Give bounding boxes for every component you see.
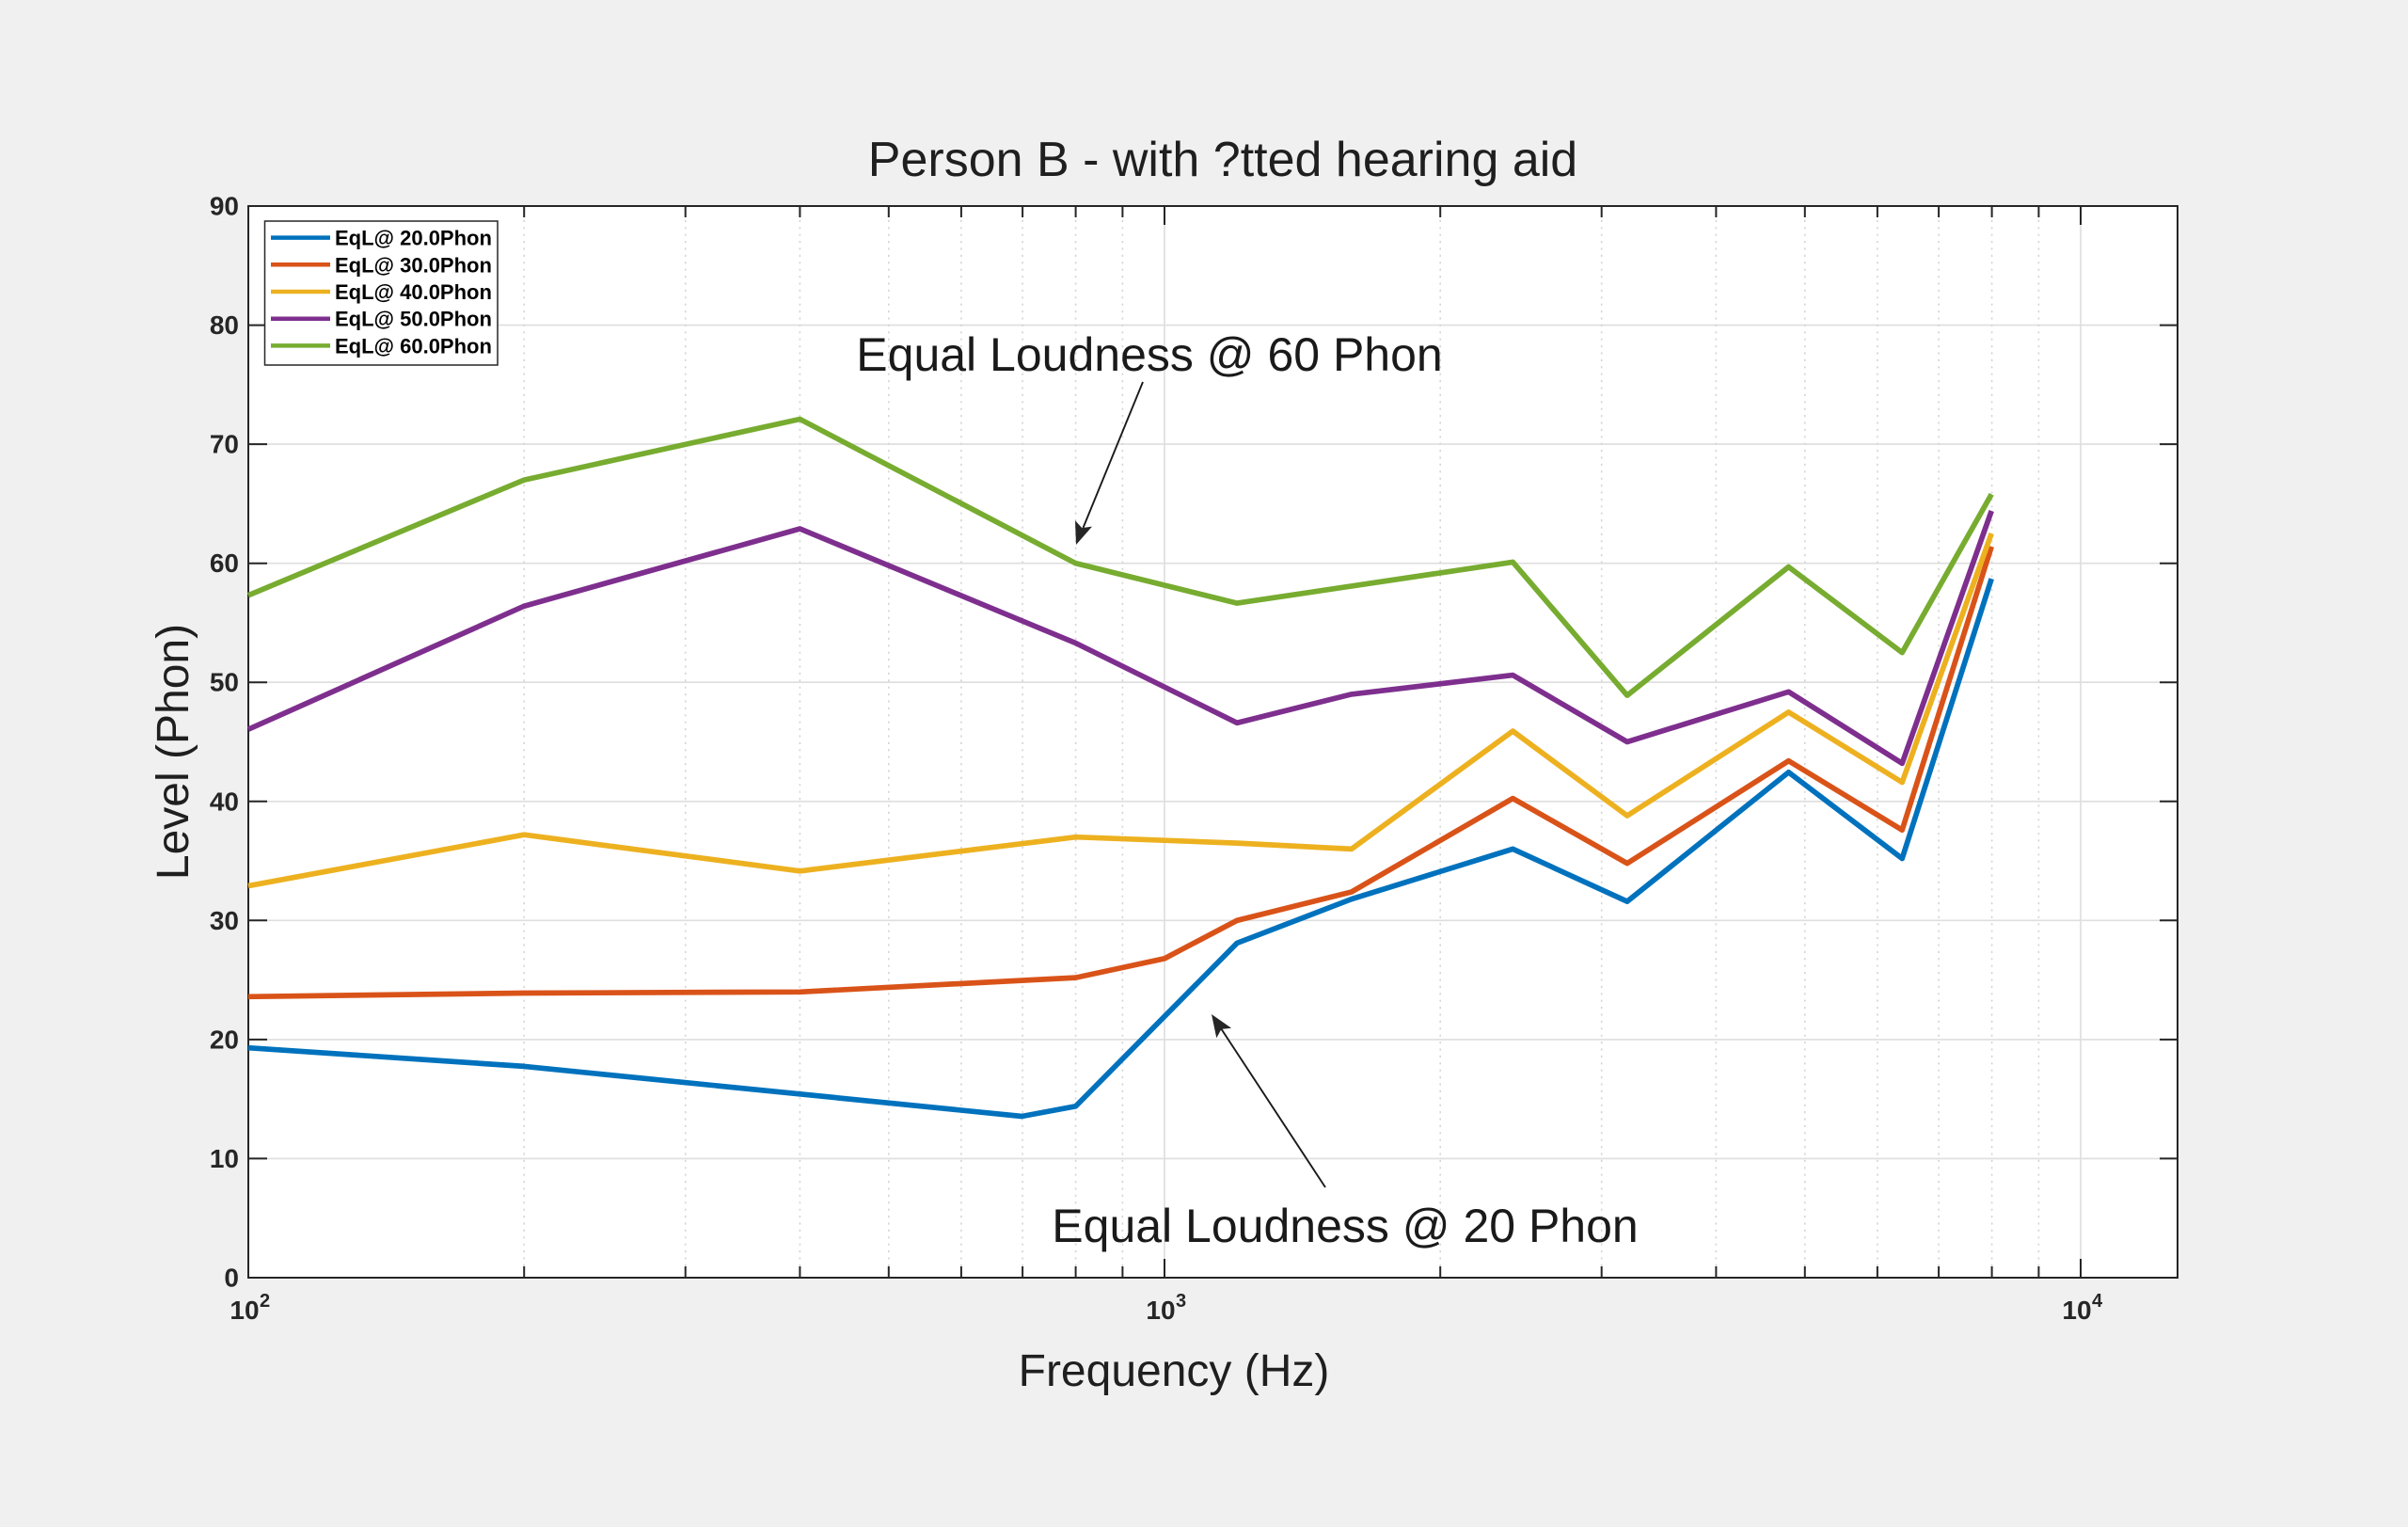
svg-text:EqL@ 30.0Phon: EqL@ 30.0Phon bbox=[335, 253, 492, 277]
svg-text:70: 70 bbox=[210, 430, 239, 459]
svg-text:10: 10 bbox=[210, 1144, 239, 1173]
svg-text:Equal Loudness @ 60 Phon: Equal Loudness @ 60 Phon bbox=[856, 328, 1442, 381]
svg-text:0: 0 bbox=[224, 1264, 239, 1293]
svg-text:Equal Loudness @ 20 Phon: Equal Loudness @ 20 Phon bbox=[1052, 1200, 1638, 1252]
svg-text:2: 2 bbox=[260, 1291, 270, 1312]
svg-text:10: 10 bbox=[1146, 1296, 1175, 1325]
svg-text:10: 10 bbox=[230, 1296, 259, 1325]
svg-text:20: 20 bbox=[210, 1025, 239, 1054]
svg-text:EqL@ 50.0Phon: EqL@ 50.0Phon bbox=[335, 308, 492, 331]
svg-text:40: 40 bbox=[210, 787, 239, 816]
svg-text:EqL@ 60.0Phon: EqL@ 60.0Phon bbox=[335, 334, 492, 358]
svg-text:50: 50 bbox=[210, 668, 239, 697]
svg-text:80: 80 bbox=[210, 310, 239, 340]
svg-text:90: 90 bbox=[210, 192, 239, 221]
svg-text:Frequency (Hz): Frequency (Hz) bbox=[1019, 1346, 1330, 1396]
svg-text:30: 30 bbox=[210, 906, 239, 935]
svg-text:60: 60 bbox=[210, 549, 239, 578]
svg-text:4: 4 bbox=[2092, 1291, 2103, 1312]
svg-text:EqL@ 40.0Phon: EqL@ 40.0Phon bbox=[335, 280, 492, 304]
svg-text:10: 10 bbox=[2062, 1296, 2091, 1325]
svg-text:Level (Phon): Level (Phon) bbox=[149, 624, 198, 880]
svg-text:3: 3 bbox=[1176, 1291, 1186, 1312]
svg-text:Person B - with ?tted hearing: Person B - with ?tted hearing aid bbox=[868, 133, 1577, 187]
svg-text:EqL@ 20.0Phon: EqL@ 20.0Phon bbox=[335, 227, 492, 250]
